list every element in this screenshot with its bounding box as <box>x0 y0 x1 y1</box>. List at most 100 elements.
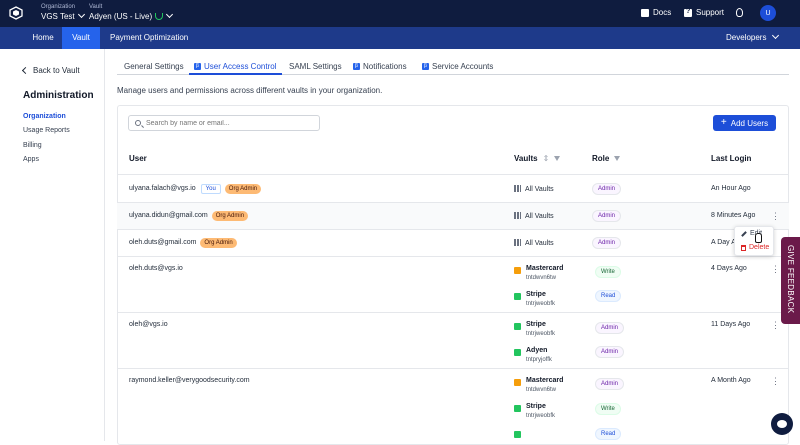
table-row[interactable]: raymond.keller@verygoodsecurity.com Mast… <box>117 369 789 441</box>
all-vaults-icon <box>514 239 521 246</box>
help-icon <box>684 8 692 17</box>
more-options-icon[interactable]: ⋮ <box>771 264 780 274</box>
chevron-down-icon <box>772 31 780 40</box>
all-vaults-icon <box>514 212 521 219</box>
user-email-cell: oleh.duts@gmail.com Org Admin <box>129 238 237 248</box>
filter-icon[interactable] <box>614 156 621 161</box>
vault-name: Stripe <box>526 403 546 410</box>
nav-home[interactable]: Home <box>32 33 54 42</box>
table-row[interactable]: oleh@vgs.io Stripe tntrjweobfk Admin Ady… <box>117 313 789 369</box>
table-row[interactable]: ulyana.didun@gmail.com Org Admin All Vaul… <box>117 203 789 230</box>
sidebar-item-apps[interactable]: Apps <box>23 156 39 163</box>
pencil-icon <box>741 230 747 237</box>
filter-icon[interactable] <box>554 156 561 161</box>
user-email-cell: ulyana.didun@gmail.com Org Admin <box>129 211 249 221</box>
chevron-down-icon <box>77 10 85 19</box>
stripe-icon <box>514 323 521 330</box>
delete-label: Delete <box>749 244 770 251</box>
stripe-icon <box>514 405 521 412</box>
nav-payment-optimization[interactable]: Payment Optimization <box>110 33 189 42</box>
vault-selector[interactable]: Vault Adyen (US - Live) <box>89 4 174 22</box>
back-to-vault-link[interactable]: Back to Vault <box>21 66 80 75</box>
vault-name: Stripe <box>526 291 546 298</box>
sort-icon[interactable]: ⇕ <box>542 154 550 163</box>
vault-name: All Vaults <box>525 240 554 247</box>
last-login: 4 Days Ago <box>711 265 747 272</box>
user-email: raymond.keller@verygoodsecurity.com <box>129 377 250 384</box>
back-label: Back to Vault <box>33 66 80 75</box>
org-admin-badge: Org Admin <box>224 184 262 194</box>
plus-icon: + <box>720 117 727 128</box>
main-nav: Home Vault Payment Optimization Develope… <box>0 27 800 49</box>
vault-name: All Vaults <box>525 213 554 220</box>
chat-button[interactable] <box>771 413 793 435</box>
more-options-icon[interactable]: ⋮ <box>771 211 780 221</box>
more-options-icon[interactable]: ⋮ <box>771 320 780 330</box>
search-icon <box>135 120 141 126</box>
you-badge: You <box>200 184 221 194</box>
vault-name: Adyen <box>526 347 548 354</box>
role-badge: Read <box>595 290 622 302</box>
column-user: User <box>129 154 147 163</box>
active-tab-indicator <box>189 73 282 75</box>
developers-menu[interactable]: Developers <box>726 27 780 49</box>
table-row[interactable]: ulyana.falach@vgs.io You Org Admin All Vau… <box>117 175 789 203</box>
sidebar-item-billing[interactable]: Billing <box>23 142 42 149</box>
tab-saml-settings[interactable]: SAML Settings <box>289 62 342 71</box>
avatar[interactable]: U <box>760 5 776 21</box>
support-link[interactable]: Support <box>684 8 724 17</box>
search-input[interactable] <box>146 118 316 129</box>
sidebar-item-organization[interactable]: Organization <box>23 113 66 120</box>
tab-general-settings[interactable]: General Settings <box>124 62 184 71</box>
sidebar-item-usage-reports[interactable]: Usage Reports <box>23 127 70 134</box>
role-badge: Read <box>595 428 622 440</box>
role-badge: Admin <box>595 378 625 390</box>
live-vault-icon <box>155 13 164 20</box>
tab-service-accounts[interactable]: β Service Accounts <box>422 62 493 71</box>
role-badge: Admin <box>592 183 622 195</box>
add-users-label: Add Users <box>730 118 769 128</box>
mastercard-icon <box>514 267 521 274</box>
user-email: oleh@vgs.io <box>129 321 168 328</box>
trash-icon <box>741 244 746 251</box>
tab-notifications[interactable]: β Notifications <box>353 62 407 71</box>
beta-icon: β <box>194 63 201 70</box>
vault-id: tntpryjoffk <box>526 357 552 363</box>
stripe-icon <box>514 293 521 300</box>
book-icon <box>641 8 649 17</box>
top-bar: Organization VGS Test Vault Adyen (US - … <box>0 0 800 27</box>
tab-user-access-control[interactable]: β User Access Control <box>194 62 276 71</box>
user-email: oleh.duts@vgs.io <box>129 265 183 272</box>
vgs-logo-icon[interactable] <box>9 6 23 20</box>
organization-label: Organization <box>41 4 76 10</box>
last-login: A Day A <box>711 239 736 246</box>
beta-icon: β <box>353 63 360 70</box>
lightbulb-icon[interactable] <box>736 8 743 17</box>
role-badge: Write <box>595 266 621 278</box>
last-login: 11 Days Ago <box>711 321 751 328</box>
support-label: Support <box>696 8 725 17</box>
delete-menu-item[interactable]: Delete <box>741 244 769 251</box>
vault-cell: All Vaults <box>514 239 554 247</box>
last-login: 8 Minutes Ago <box>711 212 756 219</box>
search-box[interactable] <box>128 115 320 131</box>
table-row[interactable]: oleh.duts@vgs.io Mastercard tntdwvn6tw W… <box>117 257 789 313</box>
give-feedback-tab[interactable]: GIVE FEEDBACK <box>781 237 800 324</box>
tab-label: Service Accounts <box>432 62 494 71</box>
chevron-left-icon <box>21 66 30 75</box>
vault-value: Adyen (US - Live) <box>89 12 153 21</box>
docs-link[interactable]: Docs <box>641 8 671 17</box>
column-vaults: Vaults ⇕ <box>514 154 561 163</box>
hand-cursor-icon <box>755 233 762 243</box>
tab-label: Notifications <box>363 62 407 71</box>
add-users-button[interactable]: + Add Users <box>713 115 776 131</box>
column-last-login: Last Login <box>711 154 752 163</box>
organization-selector[interactable]: Organization VGS Test <box>41 4 85 22</box>
adyen-icon <box>514 349 521 356</box>
table-row[interactable]: oleh.duts@gmail.com Org Admin All Vaults … <box>117 230 789 257</box>
chevron-down-icon <box>166 10 174 19</box>
nav-vault[interactable]: Vault <box>62 27 100 49</box>
docs-label: Docs <box>653 8 672 17</box>
page-description: Manage users and permissions across diff… <box>117 86 383 95</box>
more-options-icon[interactable]: ⋮ <box>771 376 780 386</box>
